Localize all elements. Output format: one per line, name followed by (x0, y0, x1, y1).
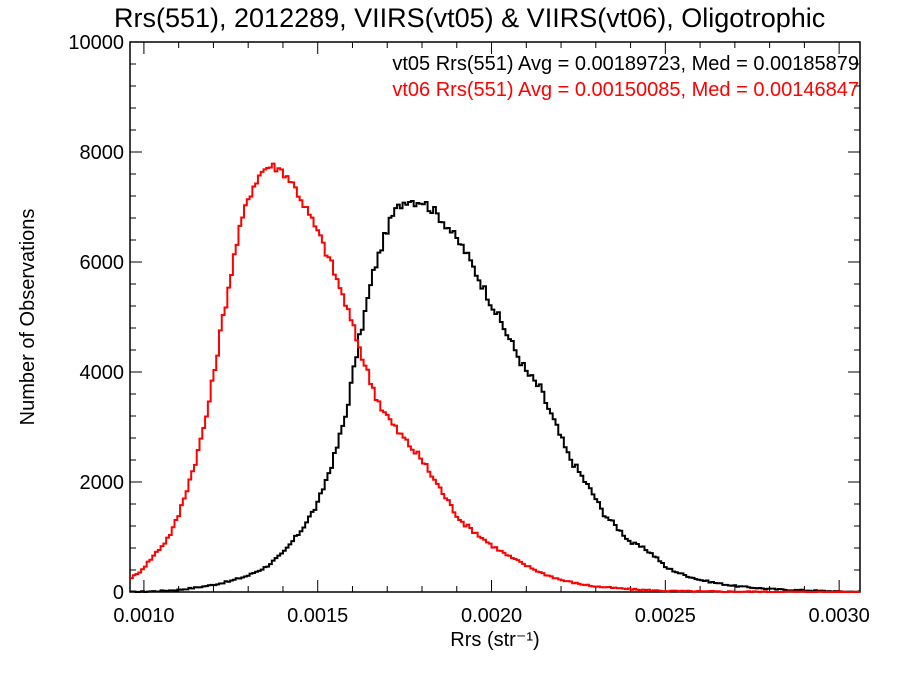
x-tick-label: 0.0010 (113, 605, 174, 627)
x-axis-label: Rrs (str⁻¹) (450, 629, 539, 651)
series-layer (130, 162, 860, 593)
plot-frame (129, 41, 861, 593)
y-tick-label: 2000 (80, 472, 125, 494)
chart-title: Rrs(551), 2012289, VIIRS(vt05) & VIIRS(v… (114, 3, 825, 33)
legend-entry-vt05: vt05 Rrs(551) Avg = 0.00189723, Med = 0.… (392, 53, 859, 75)
x-tick-label: 0.0020 (461, 605, 522, 627)
x-tick-label: 0.0015 (287, 605, 348, 627)
axis-ticks: 0.0010 0.0015 0.0020 0.0025 0.0030 0 2000 4000 6… (68, 32, 869, 627)
x-tick-label: 0.0025 (635, 605, 696, 627)
x-tick-label: 0.0030 (809, 605, 870, 627)
series-line-1 (130, 162, 860, 593)
y-tick-label: 4000 (80, 362, 125, 384)
series-line-0 (130, 200, 860, 593)
y-tick-label: 0 (113, 582, 124, 604)
y-tick-label: 6000 (80, 252, 125, 274)
y-axis-label: Number of Observations (17, 209, 39, 426)
legend-entry-vt06: vt06 Rrs(551) Avg = 0.00150085, Med = 0.… (392, 79, 859, 101)
y-tick-label: 10000 (68, 32, 124, 54)
y-tick-label: 8000 (80, 142, 125, 164)
